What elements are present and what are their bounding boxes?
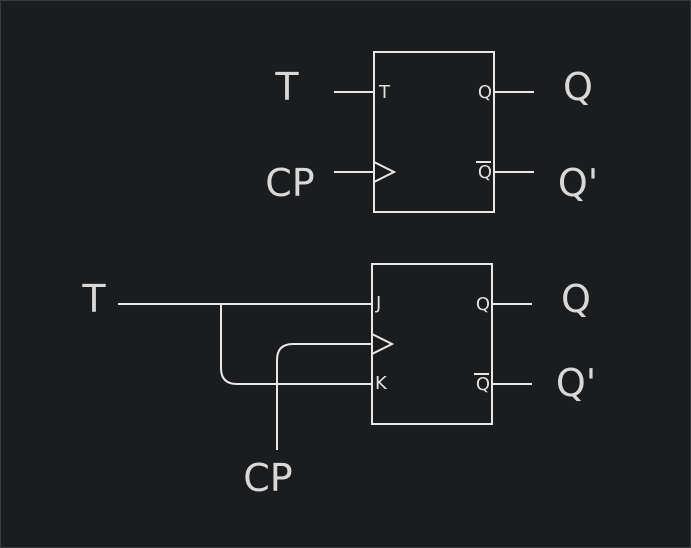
t-input-label: T — [81, 277, 106, 321]
t-to-k-wire — [220, 304, 372, 385]
t-pin-label: T — [378, 82, 391, 103]
q-pin-label: Q — [478, 82, 492, 103]
qbar-pin-label: Q — [478, 162, 492, 183]
q-output-label: Q — [563, 65, 593, 109]
q-pin-label: Q — [476, 294, 490, 315]
q-output-label: Q — [561, 277, 591, 321]
t-flipflop: T CP T Q Q Q Q' — [265, 51, 598, 213]
clock-triangle-icon — [373, 161, 397, 183]
qbar-pin-label: Q — [476, 374, 490, 395]
cp-input-label: CP — [243, 456, 292, 500]
t-flipflop-box — [373, 51, 495, 213]
t-input-label: T — [274, 65, 299, 109]
cp-input-label: CP — [265, 161, 314, 205]
j-pin-label: J — [375, 293, 381, 314]
k-pin-label: K — [375, 373, 388, 394]
jk-flipflop: T CP J K Q Q Q Q' — [81, 263, 596, 500]
clock-triangle-icon — [371, 333, 395, 355]
cp-to-clock-wire — [276, 343, 372, 450]
qprime-output-label: Q' — [558, 161, 598, 205]
qprime-output-label: Q' — [556, 361, 596, 405]
